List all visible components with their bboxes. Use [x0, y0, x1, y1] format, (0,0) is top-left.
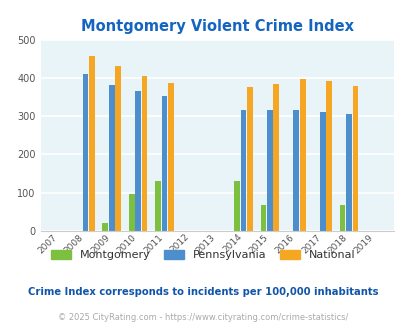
Bar — [266, 111, 272, 231]
Bar — [161, 96, 167, 231]
Bar — [102, 222, 108, 231]
Legend: Montgomery, Pennsylvania, National: Montgomery, Pennsylvania, National — [51, 250, 354, 260]
Bar — [141, 76, 147, 231]
Bar — [299, 79, 305, 231]
Bar — [234, 181, 239, 231]
Bar — [109, 85, 114, 231]
Bar — [115, 66, 121, 231]
Bar — [247, 87, 252, 231]
Bar — [240, 111, 246, 231]
Text: © 2025 CityRating.com - https://www.cityrating.com/crime-statistics/: © 2025 CityRating.com - https://www.city… — [58, 313, 347, 322]
Bar — [82, 74, 88, 231]
Bar — [168, 83, 173, 231]
Bar — [135, 90, 141, 231]
Bar — [260, 205, 266, 231]
Bar — [89, 56, 94, 231]
Bar — [339, 205, 345, 231]
Bar — [319, 112, 325, 231]
Bar — [293, 111, 298, 231]
Bar — [325, 81, 331, 231]
Text: Crime Index corresponds to incidents per 100,000 inhabitants: Crime Index corresponds to incidents per… — [28, 287, 377, 297]
Bar — [128, 194, 134, 231]
Bar — [345, 114, 351, 231]
Bar — [352, 85, 358, 231]
Bar — [155, 181, 160, 231]
Title: Montgomery Violent Crime Index: Montgomery Violent Crime Index — [81, 19, 353, 34]
Bar — [273, 84, 279, 231]
